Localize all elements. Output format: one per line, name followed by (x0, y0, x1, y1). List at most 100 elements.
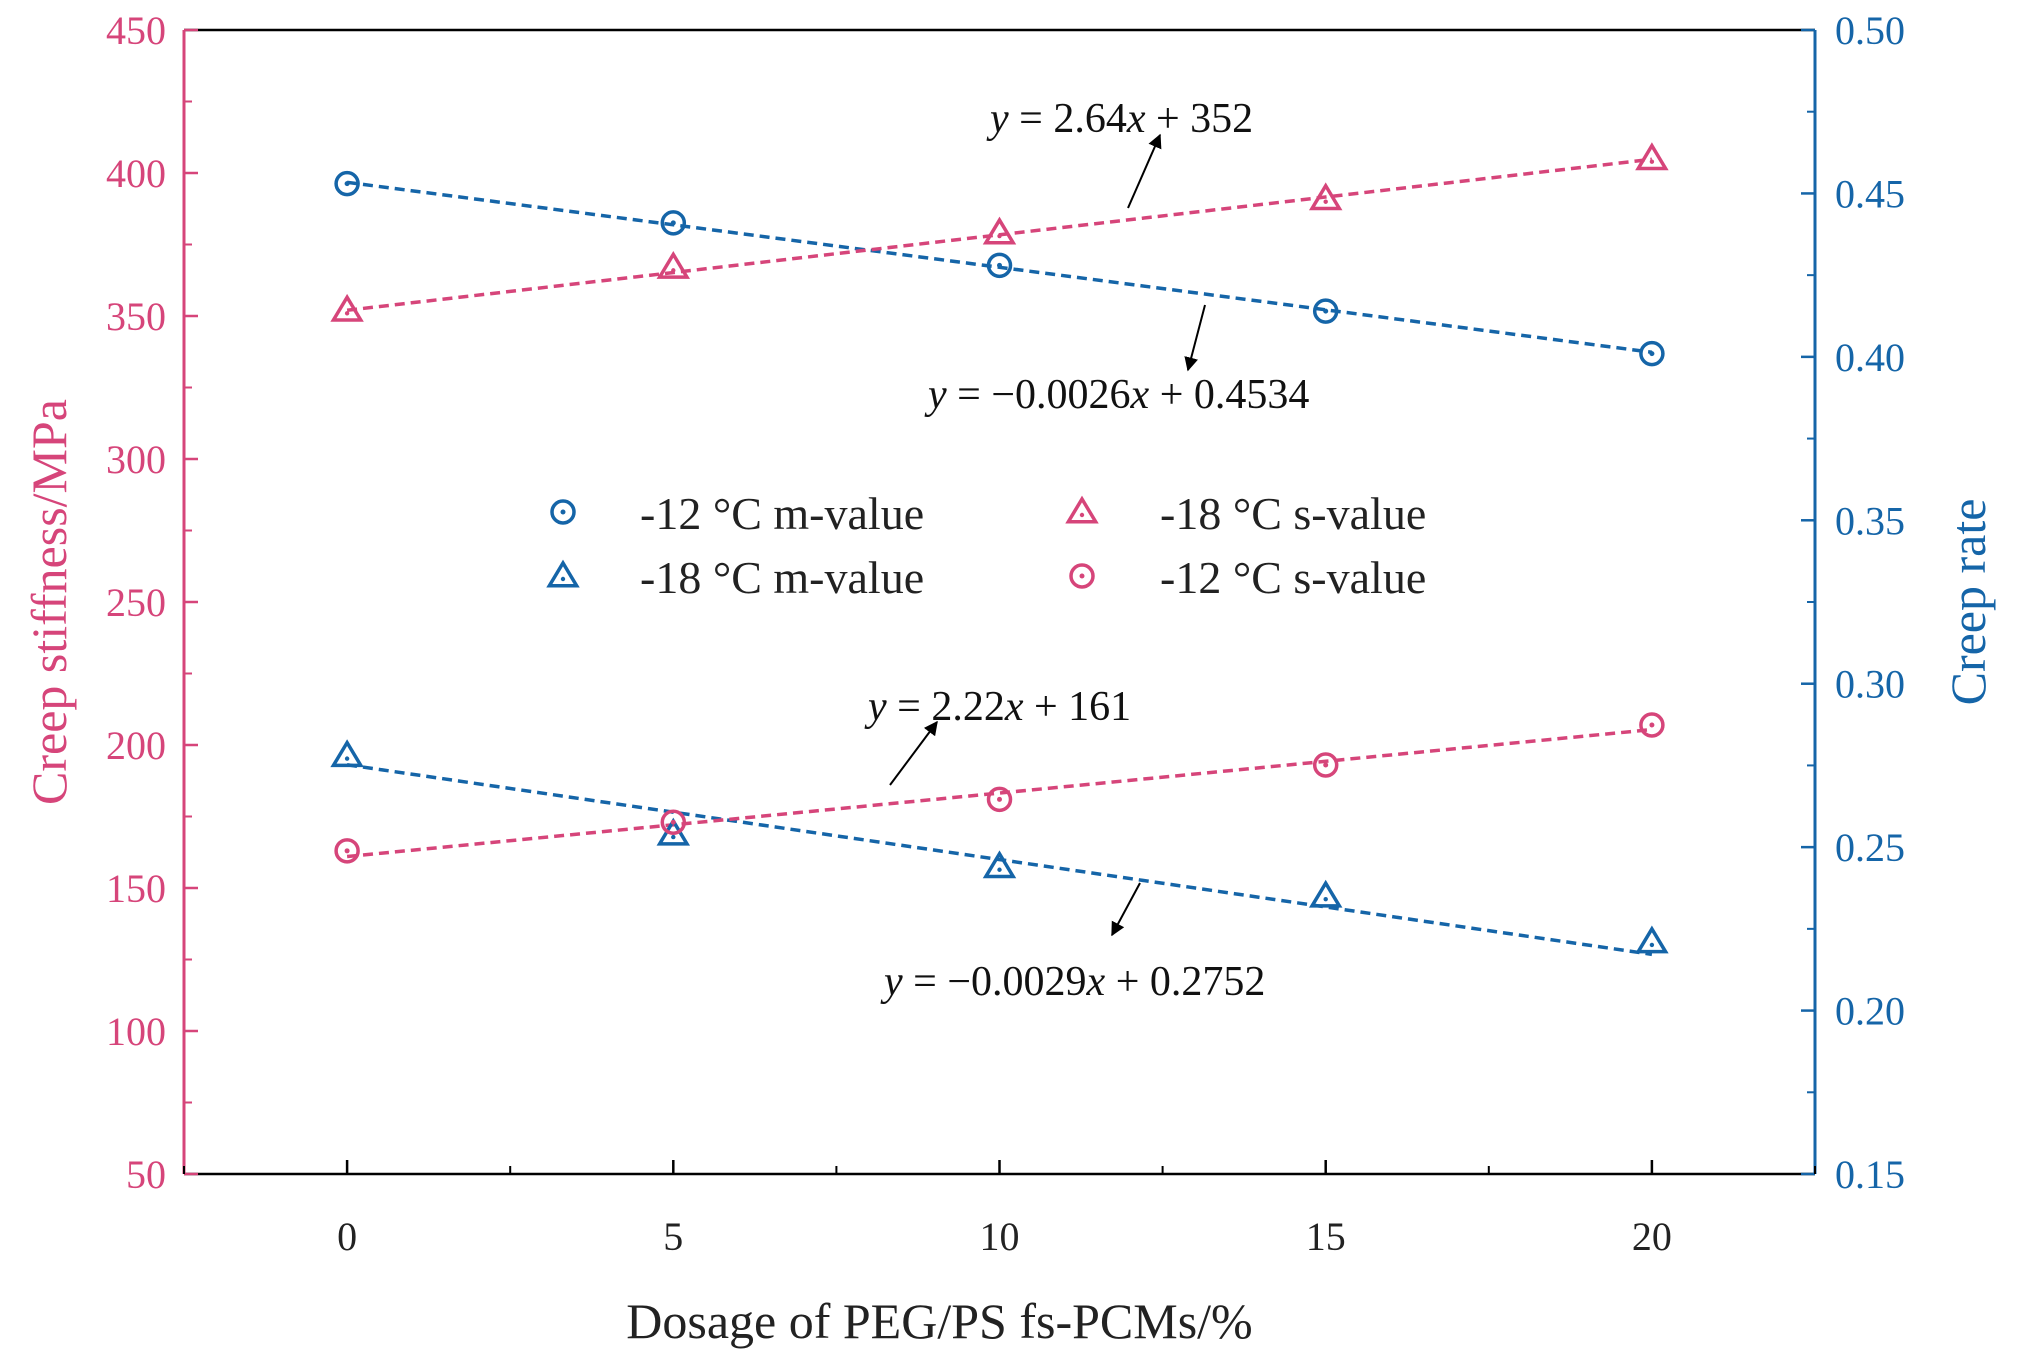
left-tick-label: 300 (106, 437, 166, 482)
right-tick-label: 0.40 (1835, 335, 1905, 380)
marker-m18-2-outline (982, 850, 1017, 879)
marker-m18-4-dot (1649, 942, 1655, 948)
marker-s18-0 (330, 293, 364, 322)
arrow-s12 (889, 720, 938, 786)
marker-s12-1-dot (670, 819, 676, 825)
marker-s12-4-ring (1639, 712, 1665, 738)
left-tick-label: 200 (106, 723, 166, 768)
axis-ticks: 501001502002503003504004500.150.200.250.… (106, 8, 1905, 1259)
marker-m18-2-dot (997, 867, 1002, 872)
marker-s18-1-outline (656, 250, 691, 279)
marker-s12-0-ring (334, 838, 360, 864)
marker-s12-3-ring (1312, 752, 1339, 778)
y-left-title: Creep stiffness/MPa (21, 399, 77, 805)
legend: -12 °C m-value -18 °C s-value -18 °C m-val… (546, 488, 1426, 603)
marker-s12-4-dot (1649, 722, 1655, 728)
left-tick-label: 50 (126, 1152, 166, 1197)
legend-marker-1-outline (1065, 495, 1099, 524)
arrow-s18 (1127, 133, 1162, 209)
marker-m12-2 (986, 252, 1013, 279)
right-tick-label: 0.25 (1835, 825, 1905, 870)
marker-s18-3-outline (1308, 182, 1343, 211)
y-right-title: Creep rate (1940, 499, 1996, 706)
legend-label-2: -18 °C m-value (640, 552, 924, 603)
x-tick-label: 0 (337, 1214, 357, 1259)
left-tick-label: 100 (106, 1009, 166, 1054)
fit-line-m18 (346, 763, 1653, 957)
marker-s12-2-ring (986, 786, 1013, 813)
fit-lines (346, 157, 1653, 957)
marker-s12-2 (986, 786, 1013, 813)
legend-marker-1 (1065, 495, 1099, 524)
marker-m18-3-outline (1308, 879, 1343, 908)
legend-marker-1-dot (1079, 512, 1085, 518)
marker-m18-2 (982, 850, 1017, 879)
x-tick-label: 20 (1632, 1214, 1672, 1259)
marker-s18-4 (1635, 142, 1669, 171)
marker-m12-4-ring (1639, 340, 1665, 367)
right-tick-label: 0.35 (1835, 498, 1905, 543)
marker-s18-2-outline (982, 216, 1017, 245)
marker-s18-2-dot (997, 233, 1002, 239)
data-markers (330, 142, 1669, 954)
legend-marker-2 (546, 559, 580, 588)
right-tick-label: 0.30 (1835, 662, 1905, 707)
marker-s12-1-ring (660, 809, 687, 835)
right-tick-label: 0.15 (1835, 1152, 1905, 1197)
marker-m18-3 (1308, 879, 1343, 908)
marker-s12-0 (334, 838, 360, 864)
marker-s18-3 (1308, 182, 1343, 211)
legend-marker-0-ring (550, 499, 576, 525)
marker-m18-0-dot (344, 756, 350, 761)
right-tick-label: 0.45 (1835, 171, 1905, 216)
marker-s18-0-dot (344, 311, 350, 316)
marker-s18-1-dot (671, 268, 676, 273)
legend-label-1: -18 °C s-value (1160, 488, 1426, 539)
legend-marker-2-dot (560, 576, 566, 582)
marker-s18-4-dot (1649, 159, 1655, 164)
marker-s12-1 (660, 809, 687, 835)
legend-marker-0 (550, 499, 576, 525)
marker-m12-2-dot (997, 262, 1002, 268)
marker-m12-3-ring (1312, 298, 1339, 324)
marker-s18-2 (982, 216, 1017, 245)
equation-annotations: y = 2.64x + 352 y = −0.0026x + 0.4534 y = … (864, 96, 1309, 1005)
left-tick-label: 450 (106, 8, 166, 53)
marker-m12-3 (1312, 298, 1339, 324)
legend-marker-2-outline (546, 559, 580, 588)
legend-marker-0-dot (560, 509, 566, 515)
left-tick-label: 250 (106, 580, 166, 625)
x-tick-label: 5 (663, 1214, 683, 1259)
left-tick-label: 150 (106, 866, 166, 911)
arrow-m12 (1184, 304, 1206, 372)
x-tick-label: 15 (1306, 1214, 1346, 1259)
marker-s18-3-dot (1323, 199, 1328, 204)
equation-m18: y = −0.0029x + 0.2752 (880, 959, 1265, 1005)
legend-marker-3 (1069, 563, 1095, 589)
right-tick-label: 0.50 (1835, 8, 1905, 53)
marker-m18-0 (330, 739, 364, 768)
equation-s12: y = 2.22x + 161 (864, 684, 1131, 730)
x-tick-label: 10 (980, 1214, 1020, 1259)
legend-marker-3-ring (1069, 563, 1095, 589)
equation-m12: y = −0.0026x + 0.4534 (924, 372, 1309, 418)
left-tick-label: 400 (106, 151, 166, 196)
marker-m18-4-outline (1635, 925, 1669, 954)
marker-s18-1 (656, 250, 691, 279)
fit-line-s12 (346, 727, 1653, 859)
legend-marker-3-dot (1079, 573, 1085, 579)
marker-s12-3 (1312, 752, 1339, 778)
marker-m12-0-dot (344, 181, 350, 187)
legend-label-0: -12 °C m-value (640, 488, 924, 539)
marker-s18-4-outline (1635, 142, 1669, 171)
axis-titles: Creep stiffness/MPa Creep rate Dosage of P… (21, 399, 1996, 1349)
left-tick-label: 350 (106, 294, 166, 339)
marker-s12-3-dot (1323, 762, 1329, 768)
x-axis-title: Dosage of PEG/PS fs-PCMs/% (626, 1293, 1252, 1349)
marker-m12-1 (660, 210, 687, 236)
arrow-m18 (1111, 882, 1141, 937)
marker-m18-0-outline (330, 739, 364, 768)
marker-m12-2-ring (986, 252, 1013, 279)
